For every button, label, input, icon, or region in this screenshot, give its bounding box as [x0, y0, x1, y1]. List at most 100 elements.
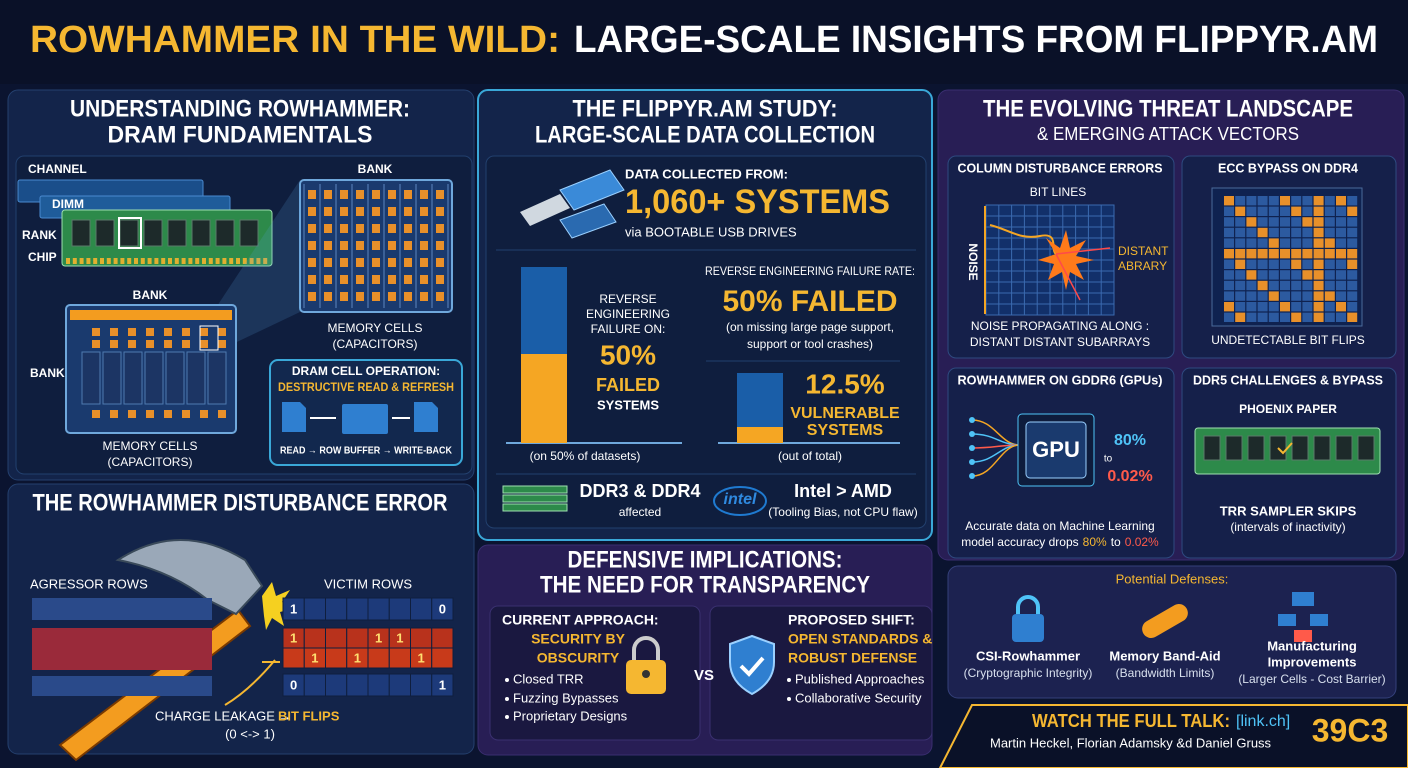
victim-cell	[282, 647, 305, 669]
pin	[86, 258, 91, 264]
ecc-cell	[1235, 249, 1246, 259]
aggressor-row-bar	[32, 628, 212, 670]
ecc-cell	[1347, 270, 1358, 280]
ecc-cell	[1235, 238, 1246, 248]
threats-defenses-items-1-name: Memory Band-Aid	[1109, 648, 1220, 663]
ecc-cell	[1280, 312, 1290, 322]
dram-labels-cells-top-note: (CAPACITORS)	[333, 337, 418, 351]
victim-row-bar	[32, 676, 212, 696]
ecc-cell	[1280, 196, 1290, 206]
shield	[729, 634, 775, 696]
ecc-cell	[1224, 217, 1234, 227]
victim-cell	[325, 647, 348, 669]
pin	[134, 258, 138, 264]
study-via: via BOOTABLE USB DRIVES	[625, 224, 797, 239]
dram-title-0: UNDERSTANDING ROWHAMMER:	[70, 95, 410, 122]
study-title-0: THE FLIPPYR.AM STUDY:	[573, 95, 838, 122]
cell	[128, 328, 136, 336]
study-title-1: LARGE-SCALE DATA COLLECTION	[535, 121, 875, 148]
defense-proposed-items-1: Collaborative Security	[795, 690, 922, 705]
pin	[222, 258, 227, 264]
ecc-cell	[1313, 249, 1324, 259]
bank-column	[165, 351, 185, 405]
cell	[340, 258, 348, 267]
threats-gpu-title: ROWHAMMER ON GDDR6 (GPUs)	[958, 372, 1163, 387]
threats-column-distant-1: ABRARY	[1118, 259, 1167, 273]
ecc-cell	[1224, 196, 1234, 206]
disturbance-aggressor: AGRESSOR ROWS	[30, 576, 148, 591]
cell	[404, 241, 412, 250]
bit-value: 0	[439, 601, 446, 616]
ecc-cell	[1280, 270, 1290, 280]
trace-dot	[969, 459, 975, 465]
study-count: 1,060+ SYSTEMS	[625, 183, 890, 221]
ecc-cell	[1268, 206, 1279, 216]
chip	[143, 219, 163, 247]
org-node	[1292, 592, 1314, 606]
ecc-cell	[1347, 217, 1358, 227]
victim-cell	[431, 673, 454, 697]
pin	[188, 258, 193, 264]
study-right-vulnerable-value: 12.5%	[805, 368, 884, 399]
victim-cell	[388, 647, 411, 669]
pin	[66, 258, 70, 264]
ecc-cell	[1257, 312, 1268, 322]
threats-defenses-items-2-name-0: Manufacturing	[1267, 638, 1357, 653]
trace-dot	[969, 445, 975, 451]
cell	[92, 410, 100, 418]
study-left-value: 50%	[600, 339, 656, 370]
cell	[182, 340, 190, 348]
pin	[256, 258, 261, 264]
study-card	[485, 155, 927, 529]
ecc-cell	[1291, 280, 1302, 291]
ecc-cell	[1246, 227, 1257, 238]
ecc-cell	[1336, 227, 1346, 238]
lock-body	[1012, 614, 1044, 642]
defense-proposed-label-1: ROBUST DEFENSE	[788, 650, 917, 666]
study-intel-logo: intel	[724, 491, 757, 508]
bit-value: 1	[396, 630, 403, 645]
dram-labels-channel: CHANNEL	[28, 162, 87, 176]
ecc-cell	[1347, 259, 1358, 269]
bit-value: 1	[439, 677, 446, 692]
ecc-cell	[1268, 227, 1279, 238]
cell	[200, 340, 208, 348]
defenses-card	[947, 565, 1397, 699]
study-intel-note: (Tooling Bias, not CPU flaw)	[768, 505, 917, 519]
study-ddr: DDR3 & DDR4	[579, 481, 700, 501]
ecc-cell	[1324, 227, 1335, 238]
ecc-cell	[1235, 270, 1246, 280]
ecc-cell	[1280, 259, 1290, 269]
disturbance-victim: VICTIM ROWS	[324, 576, 412, 591]
ecc-cell	[1246, 291, 1257, 301]
gpu-chip	[1025, 421, 1087, 479]
cell	[356, 207, 364, 216]
chip	[1313, 435, 1331, 461]
chip	[1203, 435, 1221, 461]
chip	[1225, 435, 1243, 461]
ecc-cell	[1302, 206, 1313, 216]
ecc-cell	[1268, 280, 1279, 291]
victim-cell	[346, 597, 369, 621]
ecc-cell	[1280, 291, 1290, 301]
chip	[167, 219, 187, 247]
bullet	[505, 715, 509, 719]
header-band	[0, 0, 1408, 84]
cell	[146, 340, 154, 348]
ecc-cell	[1336, 302, 1346, 312]
disturbance-flip-note: (0 <-> 1)	[225, 726, 275, 741]
study-right-vulnerable: VULNERABLE	[790, 405, 900, 422]
ecc-cell	[1257, 217, 1268, 227]
chip	[95, 219, 115, 247]
cell	[420, 292, 428, 301]
pin	[181, 258, 186, 264]
threats-defenses-items-0-name: CSI-Rowhammer	[976, 648, 1080, 663]
ecc-cell	[1291, 270, 1302, 280]
cell	[356, 241, 364, 250]
footer-event: 39C3	[1312, 712, 1389, 748]
ecc-cell	[1280, 227, 1290, 238]
ecc-cell	[1313, 270, 1324, 280]
cell	[164, 328, 172, 336]
cell	[164, 340, 172, 348]
